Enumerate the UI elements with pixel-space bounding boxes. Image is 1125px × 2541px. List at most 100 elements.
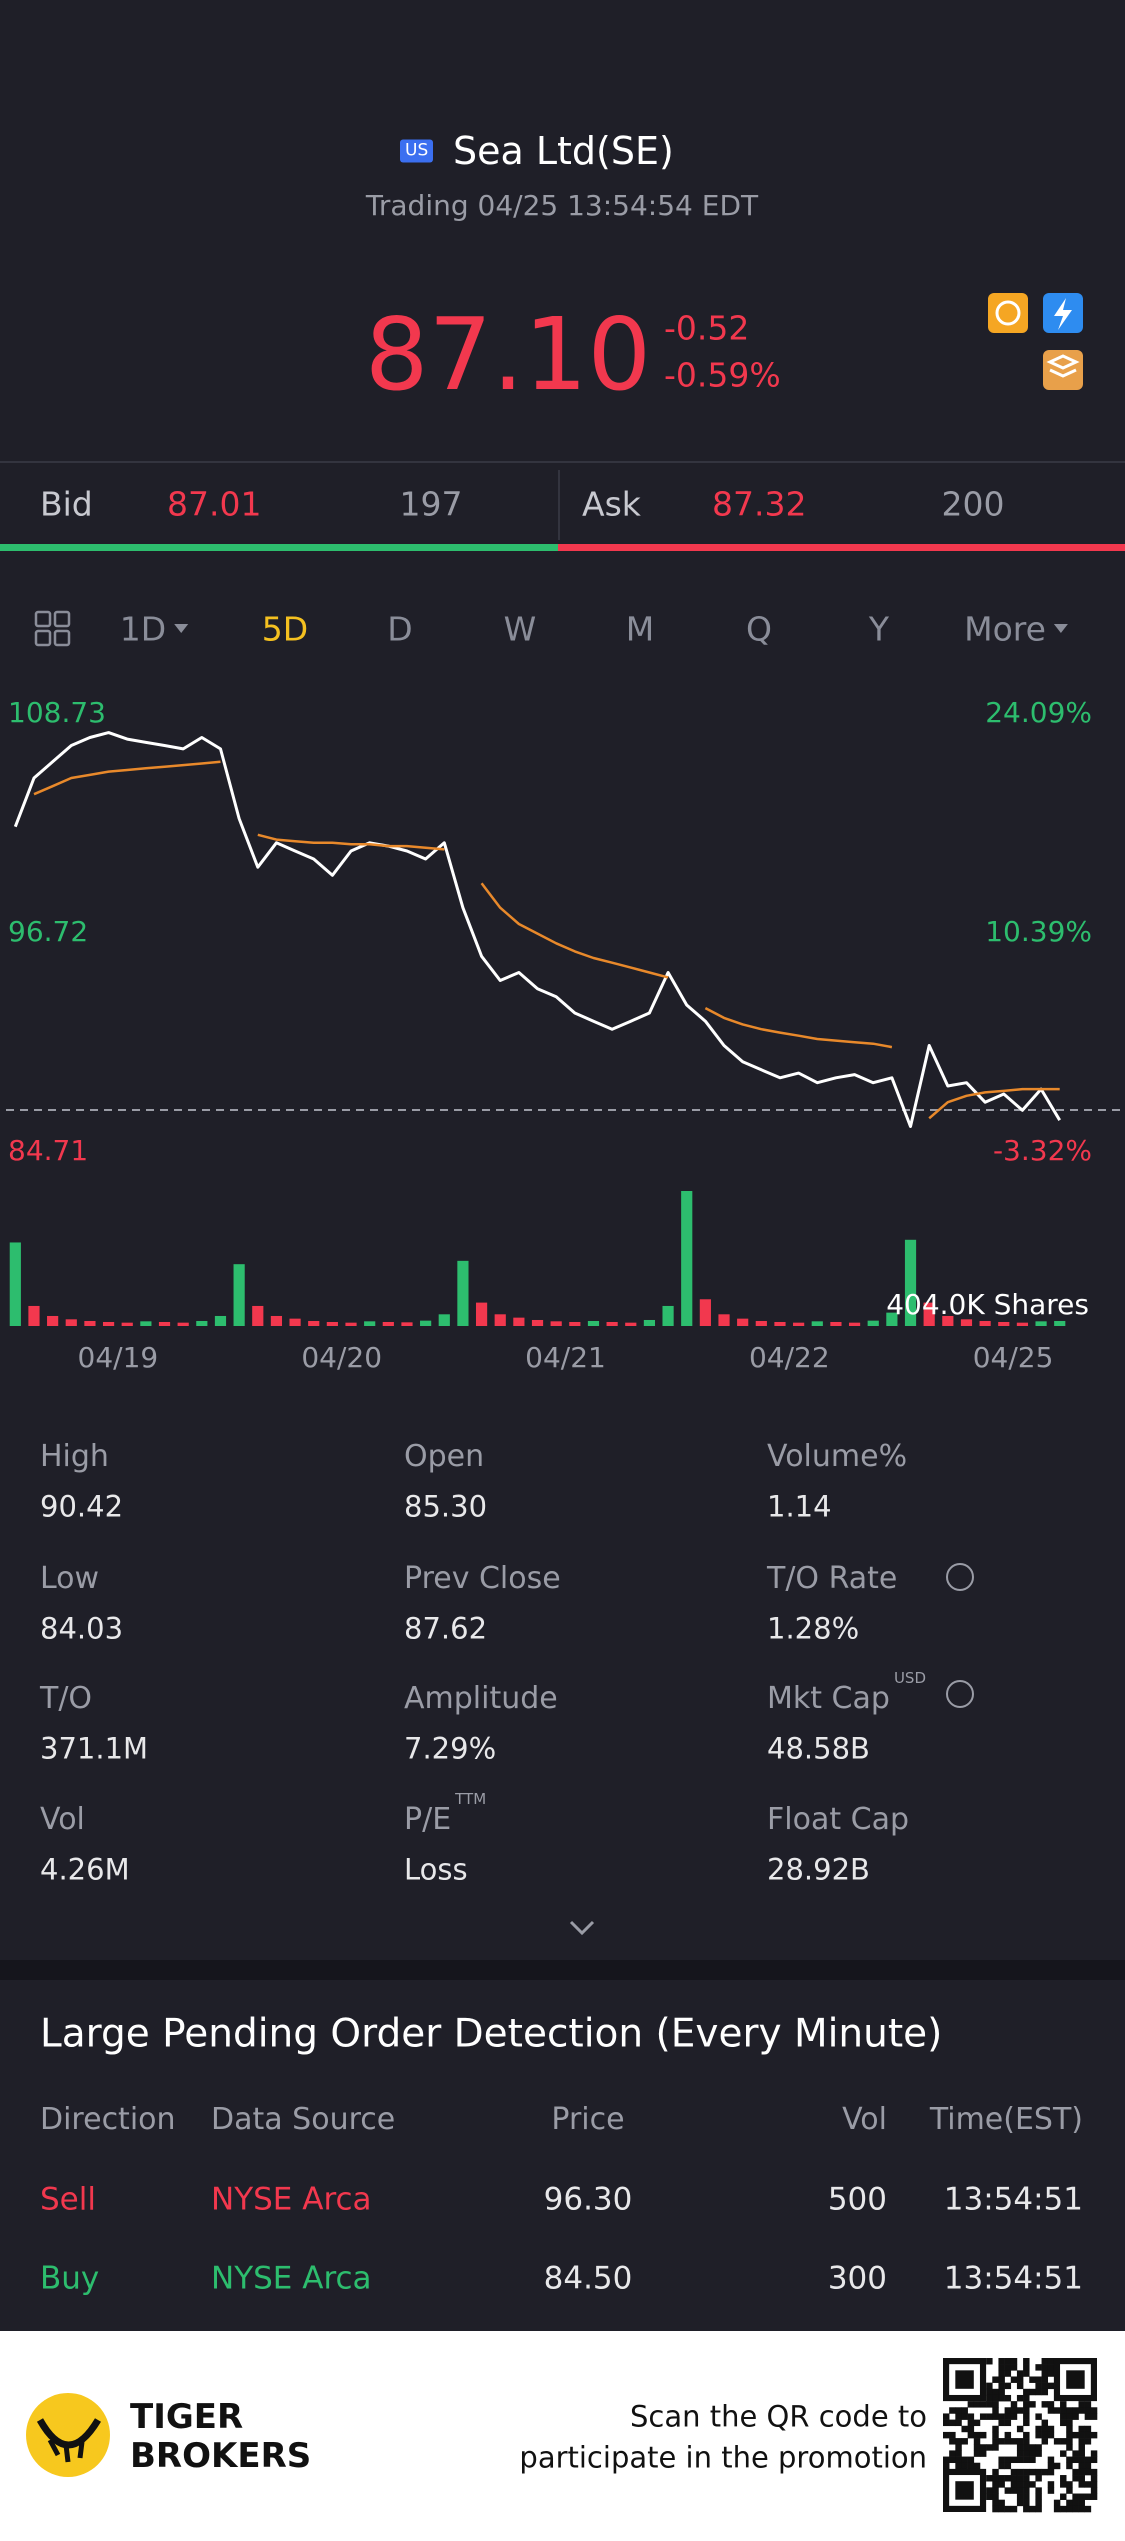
volume-bar [625, 1322, 637, 1326]
volume-bar [84, 1320, 96, 1326]
qr-cell [1084, 2505, 1092, 2513]
qr-cell [1016, 2499, 1024, 2507]
price-line [33, 760, 1060, 1120]
qr-cell [949, 2419, 956, 2427]
volume-bar [606, 1321, 618, 1326]
qr-code [943, 2358, 1098, 2513]
qr-cell [979, 2444, 987, 2451]
period-tab[interactable]: Q [746, 609, 772, 649]
volume-bar [9, 1242, 21, 1326]
qr-cell [1066, 2499, 1073, 2507]
qr-cell [1078, 2444, 1085, 2451]
volume-bar [550, 1321, 562, 1326]
qr-cell [1029, 2450, 1036, 2457]
stat-value: 84.03 [40, 1611, 124, 1646]
qr-cell [973, 2419, 981, 2427]
qr-cell [1072, 2456, 1079, 2464]
qr-cell [1084, 2407, 1092, 2414]
qr-cell [998, 2358, 1005, 2365]
stat-label: T/O [40, 1684, 92, 1714]
qr-cell [1023, 2413, 1030, 2420]
qr-cell [998, 2370, 1005, 2377]
qr-cell [1066, 2425, 1073, 2433]
qr-cell [973, 2450, 981, 2457]
stat-unit: USD [893, 1669, 926, 1687]
qr-cell [1023, 2493, 1030, 2500]
table-cell: 13:54:51 [943, 2260, 1083, 2297]
qr-cell [986, 2493, 993, 2500]
period-tab[interactable]: 5D [261, 609, 309, 649]
qr-cell [1035, 2450, 1042, 2457]
qr-cell [1004, 2475, 1012, 2482]
period-tab[interactable]: M [625, 609, 655, 649]
stat-label-text: P/E [404, 1802, 452, 1837]
qr-cell [998, 2505, 1005, 2513]
qr-cell [1090, 2493, 1098, 2500]
qr-cell [1066, 2481, 1073, 2488]
qr-cell [992, 2493, 999, 2500]
qr-cell [1004, 2407, 1012, 2414]
period-tab[interactable]: W [503, 609, 537, 649]
table-cell: 300 [827, 2260, 887, 2297]
qr-cell [992, 2376, 999, 2383]
volume-bar [28, 1305, 40, 1326]
qr-cell [961, 2407, 968, 2414]
qr-cell [1078, 2425, 1085, 2433]
qr-cell [955, 2444, 962, 2451]
ask-label: Ask [582, 484, 641, 524]
table-cell: NYSE Arca [211, 2181, 372, 2218]
qr-cell [979, 2450, 987, 2457]
qr-cell [1029, 2376, 1036, 2383]
qr-cell [1072, 2413, 1079, 2420]
dropdown-arrow [174, 624, 189, 633]
volume-bar [308, 1320, 320, 1326]
qr-cell [986, 2401, 993, 2408]
qr-cell [1066, 2431, 1073, 2439]
period-tab[interactable]: More [964, 609, 1046, 649]
ask-bar [558, 544, 1125, 551]
stat-label-text: Open [404, 1439, 485, 1474]
qr-cell [992, 2444, 999, 2451]
volume-bar [158, 1321, 171, 1326]
volume-bar [998, 1321, 1010, 1326]
stat-label-text: Mkt Cap [767, 1681, 890, 1716]
volume-bar [457, 1260, 469, 1326]
qr-cell [973, 2431, 981, 2439]
qr-cell [1053, 2505, 1061, 2513]
qr-cell [1023, 2499, 1030, 2507]
qr-cell [1029, 2401, 1036, 2408]
qr-cell [1078, 2493, 1085, 2500]
qr-cell [967, 2413, 975, 2420]
volume-bar [196, 1320, 208, 1326]
qr-cell [1072, 2468, 1079, 2476]
qr-cell [967, 2456, 975, 2464]
qr-cell [961, 2456, 968, 2464]
qr-cell [992, 2413, 999, 2420]
qr-finder [943, 2358, 987, 2402]
stock-name: Sea Ltd(SE) [453, 129, 674, 173]
qr-cell [1041, 2438, 1049, 2445]
qr-cell [1035, 2444, 1042, 2451]
qr-cell [1053, 2438, 1061, 2445]
volume-bar [270, 1315, 283, 1326]
qr-cell [1029, 2388, 1036, 2396]
period-tab[interactable]: Y [868, 609, 890, 649]
qr-cell [1016, 2438, 1024, 2445]
volume-bar [904, 1239, 917, 1326]
volume-bar [531, 1319, 544, 1326]
period-tab[interactable]: D [387, 609, 413, 649]
period-tab[interactable]: 1D [119, 609, 167, 649]
volume-bar [401, 1322, 413, 1326]
qr-cell [955, 2438, 962, 2445]
qr-cell [1072, 2493, 1079, 2500]
qr-cell [1010, 2407, 1018, 2414]
volume-bar [513, 1317, 525, 1326]
qr-cell [1023, 2364, 1030, 2371]
brand: TIGER [130, 2397, 244, 2437]
volume-bar [774, 1321, 786, 1326]
qr-cell [1035, 2382, 1042, 2390]
qr-cell [1004, 2431, 1012, 2439]
qr-cell [992, 2487, 999, 2494]
volume-bar [252, 1305, 264, 1326]
qr-cell [949, 2431, 956, 2439]
